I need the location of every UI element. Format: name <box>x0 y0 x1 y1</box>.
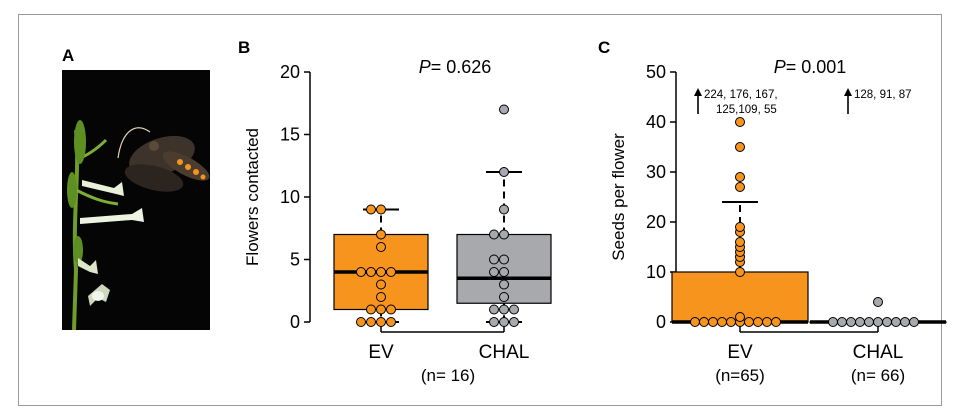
chart-b-chal-data-point <box>499 304 509 315</box>
figure-frame <box>18 14 942 406</box>
chart-c-ev-data-point <box>735 142 745 152</box>
chart-c-x-tick-label: CHAL <box>853 342 904 363</box>
chart-c-ev-data-point <box>735 312 745 322</box>
chart-b-y-tick-label: 20 <box>280 62 300 82</box>
chart-b-ev-data-point <box>366 204 376 215</box>
chart-b-chal-data-point <box>499 254 509 265</box>
chart-b-n-label: (n= 16) <box>421 366 475 385</box>
chart-c-chal-data-point <box>828 317 838 327</box>
chart-c-chal-data-point <box>864 317 874 327</box>
chart-b-ev-data-point <box>376 304 386 315</box>
chart-b-ev-data-point <box>386 317 396 327</box>
chart-b-chal-data-point <box>499 292 509 302</box>
chart-c-x-tick-label: EV <box>727 342 753 363</box>
chart-b-chal-data-point <box>489 267 499 277</box>
chart-b-x-tick-label: CHAL <box>479 342 530 363</box>
panel-label-c: C <box>598 38 611 57</box>
chart-c-ev-data-point <box>726 317 736 327</box>
chart-b-chal-data-point <box>489 317 499 327</box>
chart-c-n-label-ev: (n=65) <box>715 366 765 385</box>
chart-c-y-tick-label: 20 <box>646 212 666 232</box>
chart-c-y-tick-label: 30 <box>646 162 666 182</box>
chart-c-ev-data-point <box>735 237 745 247</box>
chart-b-ev-data-point <box>366 304 376 315</box>
chart-c-chal-off-scale-label: 128, 91, 87 <box>854 89 912 101</box>
chart-c-chal-data-point <box>855 317 865 327</box>
chart-b-chal-data-point <box>499 317 509 327</box>
chart-c-y-tick-label: 10 <box>646 262 666 282</box>
chart-b-chal-data-point <box>509 304 519 315</box>
chart-c-y-tick-label: 40 <box>646 112 666 132</box>
chart-b-chal-data-point <box>499 204 509 215</box>
chart-c-ev-off-scale-label: 125,109, 55 <box>716 104 777 116</box>
chart-b-chal-data-point <box>489 254 499 265</box>
chart-b-chal-data-point <box>499 279 509 290</box>
chart-b-ev-data-point <box>366 267 376 277</box>
chart-b-ev-data-point <box>376 204 386 215</box>
chart-c-ev-data-point <box>735 172 745 182</box>
chart-b-chal-data-point <box>509 317 519 327</box>
chart-c-chal-data-point <box>900 317 910 327</box>
chart-b-chal-data-point <box>499 104 509 115</box>
chart-b-ev-data-point <box>366 317 376 327</box>
chart-c-n-label-chal: (n= 66) <box>851 366 905 385</box>
chart-c-ev-data-point <box>708 317 718 327</box>
chart-c-y-tick-label: 0 <box>656 312 666 332</box>
chart-b-y-tick-label: 5 <box>290 250 300 270</box>
chart-c-ev-data-point <box>690 317 700 327</box>
chart-c-chal-data-point <box>873 297 883 307</box>
chart-b-y-label: Flowers contacted <box>243 128 262 266</box>
chart-b-p-value: P= 0.626 <box>419 57 492 77</box>
chart-c-p-value: P= 0.001 <box>774 57 847 77</box>
hawkmoth-feeding-on-flowers-photo <box>62 70 210 330</box>
chart-b-ev-data-point <box>376 242 386 252</box>
chart-b-ev-data-point <box>376 292 386 302</box>
chart-b-ev-data-point <box>356 317 366 327</box>
chart-c-chal-data-point <box>891 317 901 327</box>
panel-label-b: B <box>238 38 251 57</box>
chart-b-ev-data-point <box>386 304 396 315</box>
chart-c-ev-data-point <box>735 117 745 127</box>
chart-b-chal-data-point <box>499 229 509 240</box>
chart-c-ev-data-point <box>735 182 745 192</box>
chart-b-y-tick-label: 0 <box>290 312 300 332</box>
chart-b-ev-data-point <box>376 267 386 277</box>
chart-c-chal-data-point <box>909 317 919 327</box>
chart-b-ev-data-point <box>376 279 386 290</box>
chart-c-ev-data-point <box>744 317 754 327</box>
chart-c-chal-data-point <box>837 317 847 327</box>
chart-c-ev-data-point <box>771 317 781 327</box>
chart-c-ev-data-point <box>762 317 772 327</box>
chart-b-y-tick-label: 10 <box>280 187 300 207</box>
chart-c-chal-data-point <box>882 317 892 327</box>
chart-c-y-tick-label: 50 <box>646 62 666 82</box>
chart-c-chal-data-point <box>873 317 883 327</box>
chart-b-ev-data-point <box>376 317 386 327</box>
chart-b-ev-data-point <box>386 267 396 277</box>
chart-b-ev-data-point <box>356 267 366 277</box>
chart-c-ev-data-point <box>753 317 763 327</box>
chart-c-ev-data-point <box>735 267 745 277</box>
chart-c-ev-data-point <box>717 317 727 327</box>
chart-b-chal-data-point <box>499 267 509 277</box>
panel-label-a: A <box>62 46 75 65</box>
chart-c-chal-data-point <box>846 317 856 327</box>
chart-b-y-tick-label: 15 <box>280 125 300 145</box>
chart-c-ev-off-scale-label: 224, 176, 167, <box>704 89 778 101</box>
chart-c-ev-data-point <box>735 222 745 232</box>
chart-b-chal-data-point <box>489 304 499 315</box>
chart-c-chal-off-scale-arrowhead <box>844 88 852 96</box>
chart-b-x-tick-label: EV <box>368 342 394 363</box>
chart-b-chal-data-point <box>499 167 509 177</box>
chart-c-ev-data-point <box>699 317 709 327</box>
chart-c-ev-off-scale-arrowhead <box>694 88 702 96</box>
chart-b-ev-data-point <box>376 229 386 240</box>
chart-b-chal-data-point <box>489 229 499 240</box>
chart-c-y-label: Seeds per flower <box>609 133 628 261</box>
